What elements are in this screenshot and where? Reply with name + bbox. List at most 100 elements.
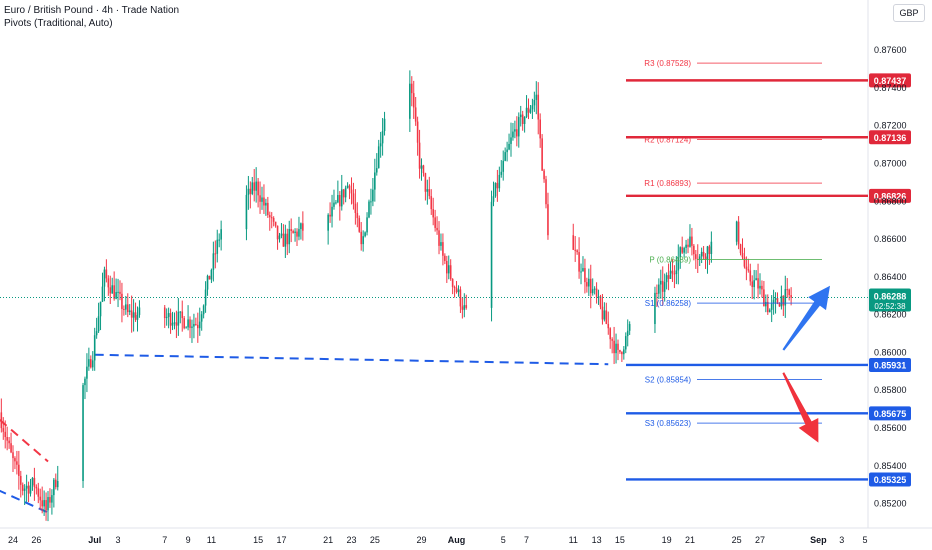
candle-body <box>47 497 49 511</box>
price-tick-label: 0.86200 <box>874 310 907 320</box>
candle-body <box>23 488 26 491</box>
candle-body <box>49 497 51 503</box>
candle-body <box>37 488 40 497</box>
candle-body <box>208 275 211 280</box>
candle-body <box>547 204 549 236</box>
candle-body <box>368 201 370 218</box>
level-badge-2 <box>869 188 911 203</box>
candle-body <box>286 233 289 245</box>
candle-body <box>609 328 612 340</box>
last-price-badge <box>869 288 911 312</box>
candle-body <box>39 496 42 501</box>
candle-body <box>695 254 697 259</box>
candle-body <box>545 179 547 205</box>
candle-body <box>673 273 676 275</box>
candle-body <box>90 359 92 368</box>
candle-body <box>270 217 273 219</box>
candle-body <box>455 287 458 293</box>
candle-body <box>383 118 386 132</box>
candle-body <box>615 343 617 354</box>
candle-body <box>428 189 431 197</box>
candle-body <box>280 233 283 236</box>
price-tick-label: 0.87200 <box>874 121 907 131</box>
candle-body <box>424 173 427 192</box>
candle-body <box>189 319 191 328</box>
candle-body <box>31 477 34 486</box>
candle-body <box>420 165 423 169</box>
candle-body <box>543 170 545 180</box>
candle-body <box>490 201 493 308</box>
candle-body <box>179 311 182 313</box>
price-tick-label: 0.86000 <box>874 347 907 357</box>
level-badge-5 <box>869 472 911 487</box>
candle-body <box>685 244 687 248</box>
candle-body <box>774 298 777 300</box>
candle-body <box>611 339 613 341</box>
candle-body <box>438 230 440 246</box>
candle-body <box>298 229 300 237</box>
candle-body <box>770 303 773 310</box>
candle-body <box>510 137 512 144</box>
plot-background <box>0 0 868 528</box>
time-tick-label: 26 <box>31 535 41 545</box>
candle-body <box>410 83 413 94</box>
candle-body <box>191 326 193 328</box>
candle-body <box>247 188 250 195</box>
candle-body <box>599 296 602 307</box>
candle-body <box>337 195 339 203</box>
chart-title: Euro / British Pound · 4h · Trade Nation <box>4 5 180 16</box>
candle-body <box>780 295 783 307</box>
candle-body <box>591 289 594 294</box>
candle-body <box>352 193 355 204</box>
candle-body <box>276 225 279 240</box>
candle-body <box>187 319 189 328</box>
candle-body <box>506 149 508 153</box>
time-tick-label: 24 <box>8 535 18 545</box>
candle-body <box>747 269 750 271</box>
candle-body <box>576 250 578 253</box>
time-tick-label: 5 <box>863 535 868 545</box>
candle-body <box>442 242 444 256</box>
candle-body <box>14 458 16 462</box>
candle-body <box>683 247 685 253</box>
candle-body <box>409 83 411 119</box>
candle-body <box>88 359 90 367</box>
candle-body <box>93 335 96 361</box>
candle-body <box>126 304 129 313</box>
level-badge-1 <box>869 130 911 145</box>
currency-badge[interactable]: GBP <box>893 4 925 22</box>
candle-body <box>10 443 12 453</box>
candle-body <box>663 282 666 292</box>
candle-body <box>700 251 703 257</box>
candle-body <box>677 257 680 271</box>
candle-body <box>665 275 668 283</box>
candle-body <box>333 202 335 207</box>
candle-body <box>113 285 115 299</box>
candle-body <box>56 480 59 488</box>
candle-body <box>531 105 534 110</box>
candle-body <box>659 280 662 285</box>
level-badge-text-0: 0.87437 <box>874 76 907 86</box>
indicator-label[interactable]: Pivots (Traditional, Auto) <box>4 18 113 29</box>
candle-body <box>753 280 755 288</box>
level-badge-text-2: 0.86826 <box>874 191 907 201</box>
level-badge-4 <box>869 406 911 421</box>
candle-body <box>675 270 678 275</box>
candle-body <box>111 285 114 294</box>
arrow-up-icon <box>782 285 830 351</box>
candle-body <box>375 168 378 173</box>
time-tick-label: 11 <box>569 535 578 545</box>
candle-body <box>130 310 133 318</box>
candle-body <box>8 440 10 444</box>
candle-body <box>444 255 446 261</box>
pivot-label-r3: R3 (0.87528) <box>644 59 691 68</box>
time-tick-label: 27 <box>755 535 765 545</box>
candle-body <box>790 295 792 298</box>
candle-body <box>358 218 361 232</box>
candle-body <box>465 305 468 308</box>
candle-body <box>360 231 363 245</box>
trendline-0 <box>94 353 609 366</box>
candle-body <box>86 366 88 379</box>
